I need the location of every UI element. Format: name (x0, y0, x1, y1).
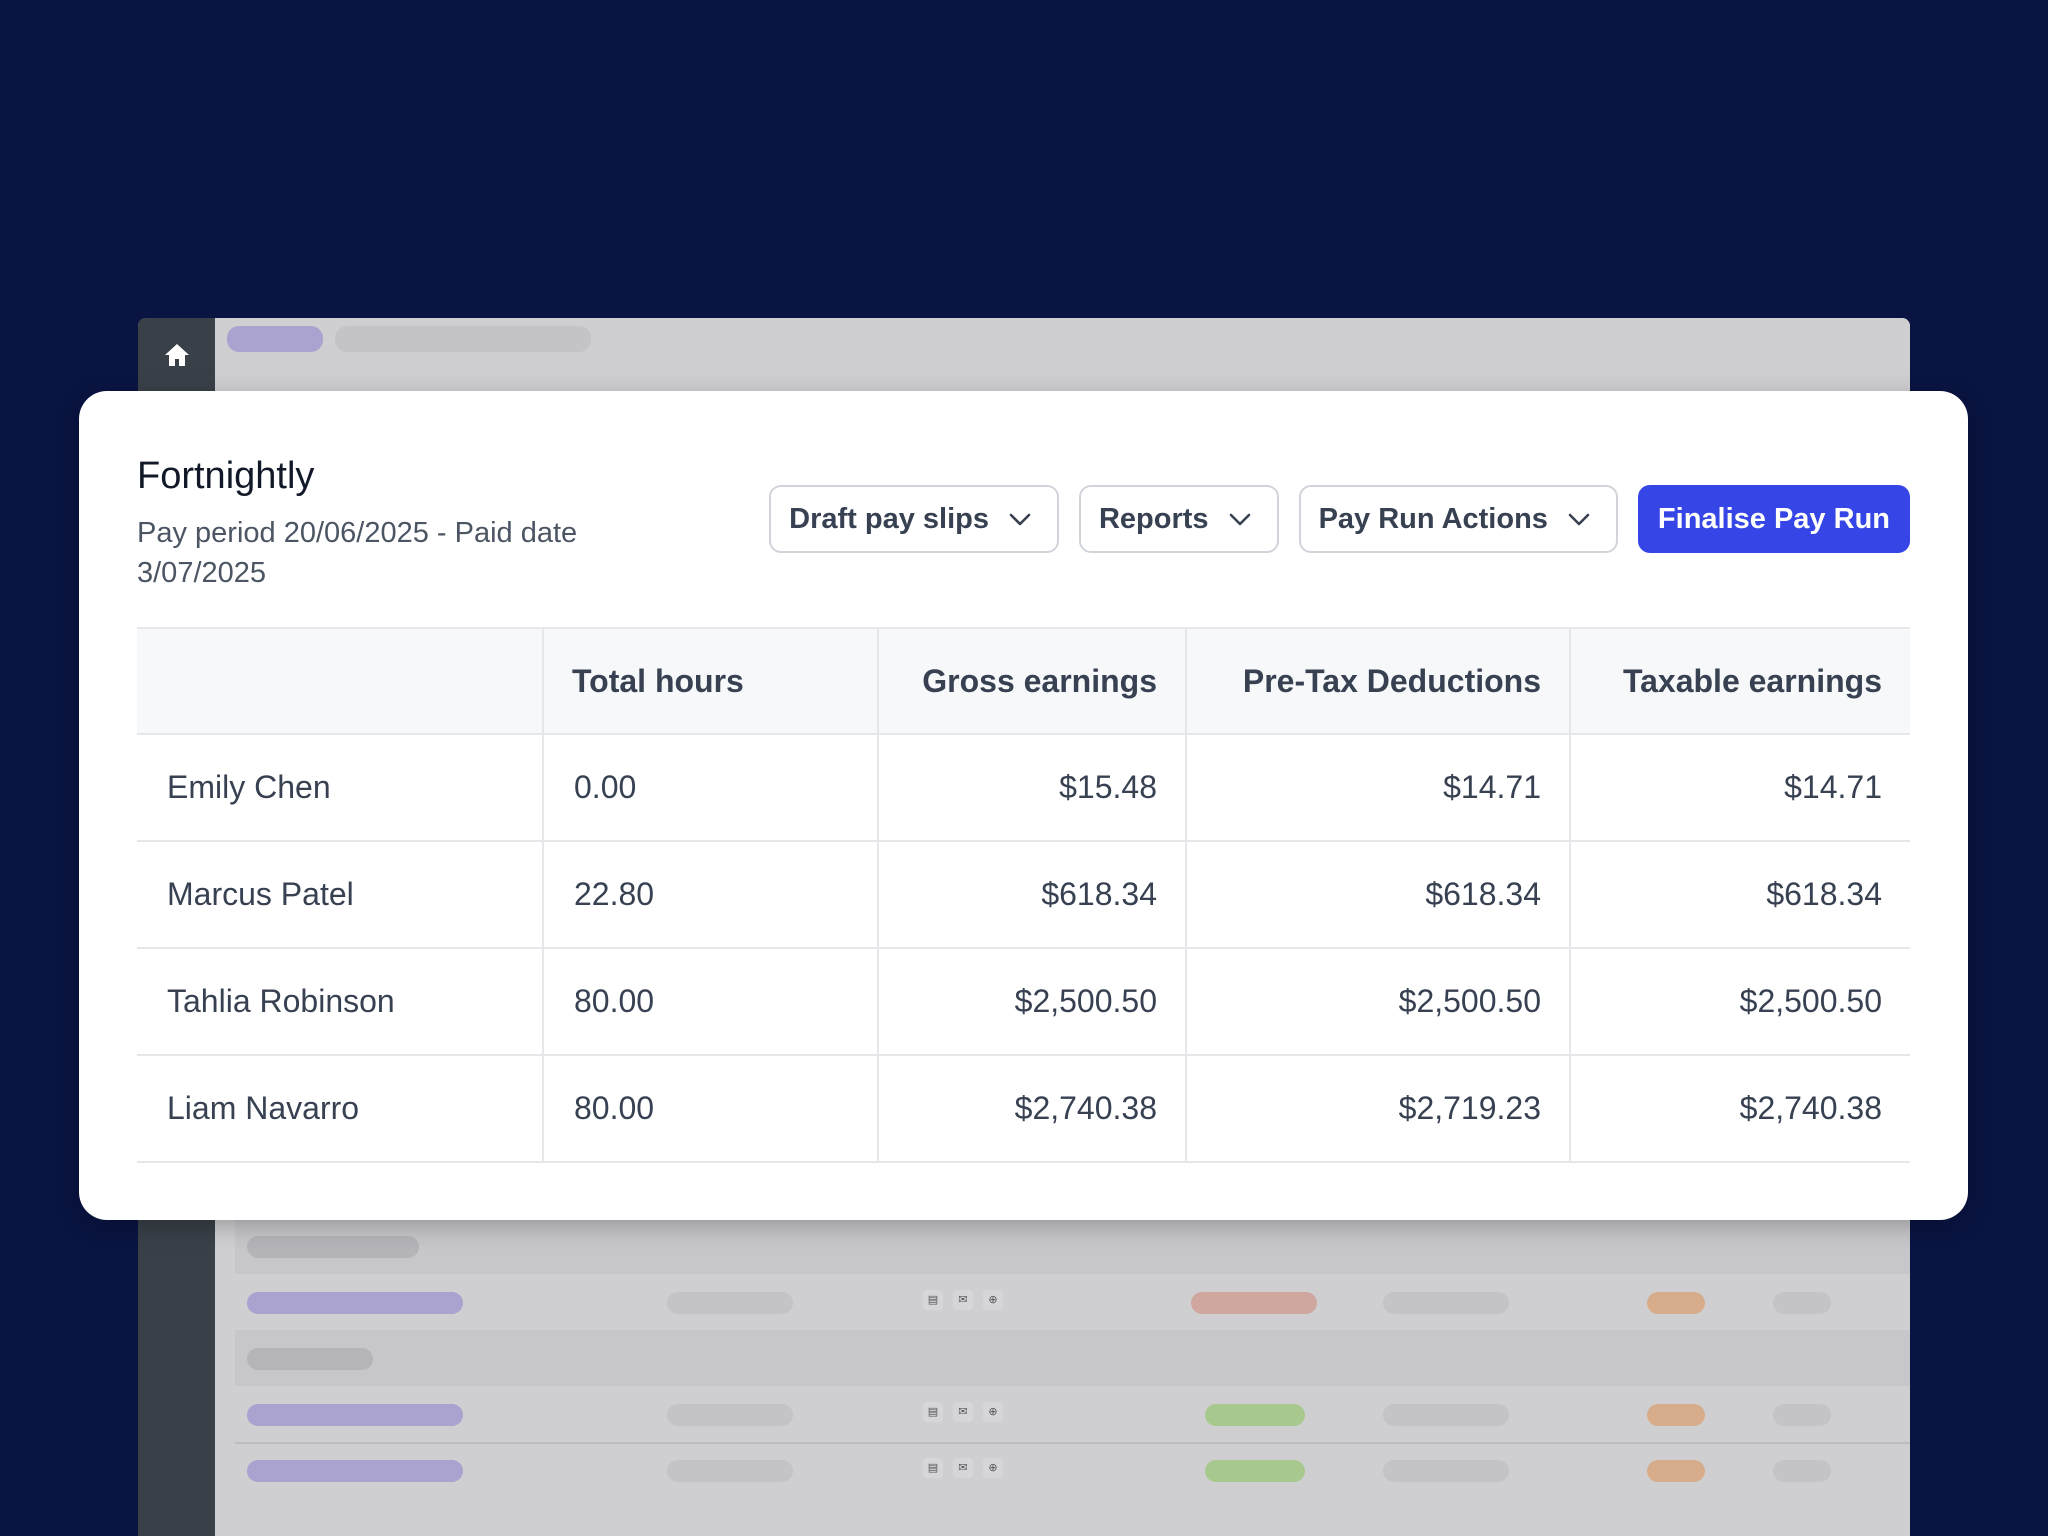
pre-tax-deductions-cell: $618.34 (1185, 840, 1571, 949)
employee-name[interactable]: Liam Navarro (137, 1054, 544, 1163)
total-hours-cell: 0.00 (542, 733, 879, 842)
table-row[interactable]: Liam Navarro 80.00 $2,740.38 $2,719.23 $… (137, 1054, 1910, 1163)
table-header-row: Total hours Gross earnings Pre-Tax Deduc… (137, 627, 1910, 735)
pay-run-toolbar: Draft pay slips Reports Pay Run Actions … (769, 485, 1910, 553)
skeleton-row (235, 1218, 1910, 1274)
reports-dropdown[interactable]: Reports (1078, 485, 1279, 553)
home-icon (164, 344, 189, 366)
skeleton-row: ▤ ✉ ⊕ (235, 1442, 1910, 1498)
chevron-down-icon (1009, 513, 1031, 526)
draft-pay-slips-dropdown[interactable]: Draft pay slips (769, 485, 1059, 553)
total-hours-cell: 80.00 (542, 947, 879, 1056)
skeleton-row: ▤ ✉ ⊕ (235, 1386, 1910, 1442)
taxable-earnings-cell: $14.71 (1569, 733, 1910, 842)
taxable-earnings-cell: $2,740.38 (1569, 1054, 1910, 1163)
column-header-gross-earnings: Gross earnings (877, 627, 1187, 735)
pay-run-actions-dropdown[interactable]: Pay Run Actions (1298, 485, 1618, 553)
chevron-down-icon (1229, 513, 1250, 526)
page-title: Fortnightly (137, 455, 315, 497)
table-row[interactable]: Emily Chen 0.00 $15.48 $14.71 $14.71 (137, 733, 1910, 842)
employee-name[interactable]: Tahlia Robinson (137, 947, 544, 1056)
employee-name[interactable]: Marcus Patel (137, 840, 544, 949)
pre-tax-deductions-cell: $2,719.23 (1185, 1054, 1571, 1163)
pre-tax-deductions-cell: $14.71 (1185, 733, 1571, 842)
taxable-earnings-cell: $2,500.50 (1569, 947, 1910, 1056)
finalise-pay-run-button[interactable]: Finalise Pay Run (1637, 485, 1910, 553)
pay-run-table: Total hours Gross earnings Pre-Tax Deduc… (137, 627, 1910, 1163)
home-button[interactable] (138, 318, 215, 392)
gross-earnings-cell: $2,740.38 (877, 1054, 1187, 1163)
background-table-skeleton: ▤ ✉ ⊕ ▤ ✉ ⊕ ▤ ✉ ⊕ (235, 1218, 1910, 1498)
table-row[interactable]: Marcus Patel 22.80 $618.34 $618.34 $618.… (137, 840, 1910, 949)
taxable-earnings-cell: $618.34 (1569, 840, 1910, 949)
chevron-down-icon (1568, 513, 1590, 526)
pay-run-actions-label: Pay Run Actions (1318, 502, 1548, 535)
skeleton-row (235, 1330, 1910, 1386)
pre-tax-deductions-cell: $2,500.50 (1185, 947, 1571, 1056)
background-breadcrumb-bar (215, 318, 1910, 392)
reports-label: Reports (1098, 502, 1209, 535)
pay-run-card: Fortnightly Pay period 20/06/2025 - Paid… (79, 391, 1968, 1220)
breadcrumb-placeholder (227, 326, 323, 352)
total-hours-cell: 80.00 (542, 1054, 879, 1163)
column-header-total-hours: Total hours (542, 627, 879, 735)
column-header-taxable-earnings: Taxable earnings (1569, 627, 1910, 735)
gross-earnings-cell: $618.34 (877, 840, 1187, 949)
column-header-employee (137, 627, 544, 735)
column-header-pre-tax-deductions: Pre-Tax Deductions (1185, 627, 1571, 735)
table-row[interactable]: Tahlia Robinson 80.00 $2,500.50 $2,500.5… (137, 947, 1910, 1056)
total-hours-cell: 22.80 (542, 840, 879, 949)
skeleton-row: ▤ ✉ ⊕ (235, 1274, 1910, 1330)
draft-pay-slips-label: Draft pay slips (789, 502, 989, 535)
breadcrumb-placeholder (335, 326, 591, 352)
gross-earnings-cell: $2,500.50 (877, 947, 1187, 1056)
pay-period-subtitle: Pay period 20/06/2025 - Paid date 3/07/2… (137, 517, 578, 589)
employee-name[interactable]: Emily Chen (137, 733, 544, 842)
gross-earnings-cell: $15.48 (877, 733, 1187, 842)
